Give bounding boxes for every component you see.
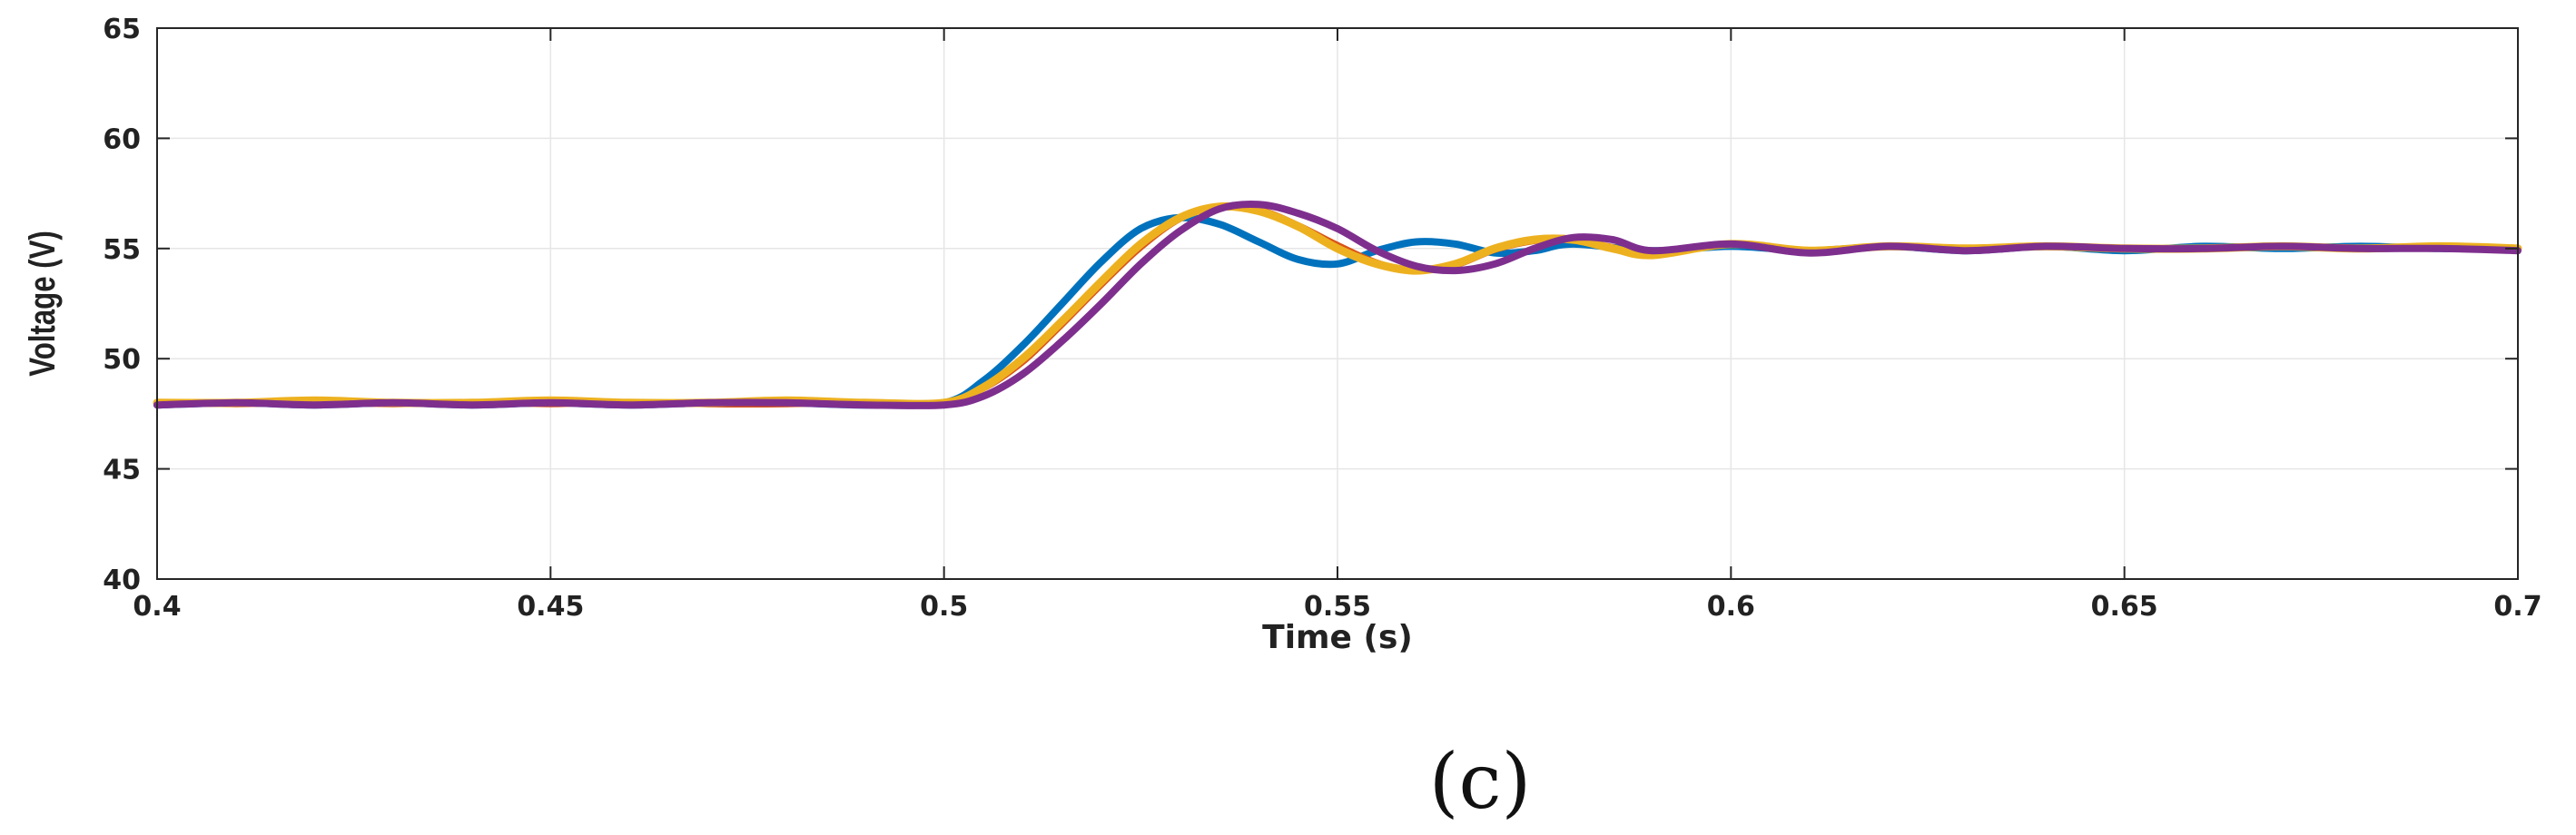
x-tick-label: 0.4 bbox=[133, 591, 181, 623]
y-tick-label: 55 bbox=[103, 234, 141, 266]
y-axis-label: Voltage (V) bbox=[22, 231, 63, 377]
x-tick-label: 0.6 bbox=[1707, 591, 1755, 623]
y-tick-label: 65 bbox=[103, 14, 141, 45]
x-tick-label: 0.45 bbox=[517, 591, 584, 623]
x-axis-label: Time (s) bbox=[1262, 619, 1413, 656]
x-tick-label: 0.65 bbox=[2091, 591, 2158, 623]
y-tick-label: 50 bbox=[103, 344, 141, 376]
grid-lines bbox=[157, 28, 2518, 579]
series-group bbox=[153, 200, 2522, 410]
y-tick-label: 45 bbox=[103, 455, 141, 486]
axis-ticks: 0.4 0.45 0.5 0.55 0.6 0.65 0.7 40 45 50 55 60 65 bbox=[103, 14, 2541, 623]
x-tick-label: 0.55 bbox=[1304, 591, 1371, 623]
series-line-4 bbox=[153, 200, 2522, 410]
panel-label: (c) bbox=[1429, 737, 1532, 826]
y-tick-label: 60 bbox=[103, 123, 141, 155]
x-tick-label: 0.5 bbox=[920, 591, 968, 623]
y-tick-label: 40 bbox=[103, 565, 141, 596]
x-tick-label: 0.7 bbox=[2493, 591, 2541, 623]
